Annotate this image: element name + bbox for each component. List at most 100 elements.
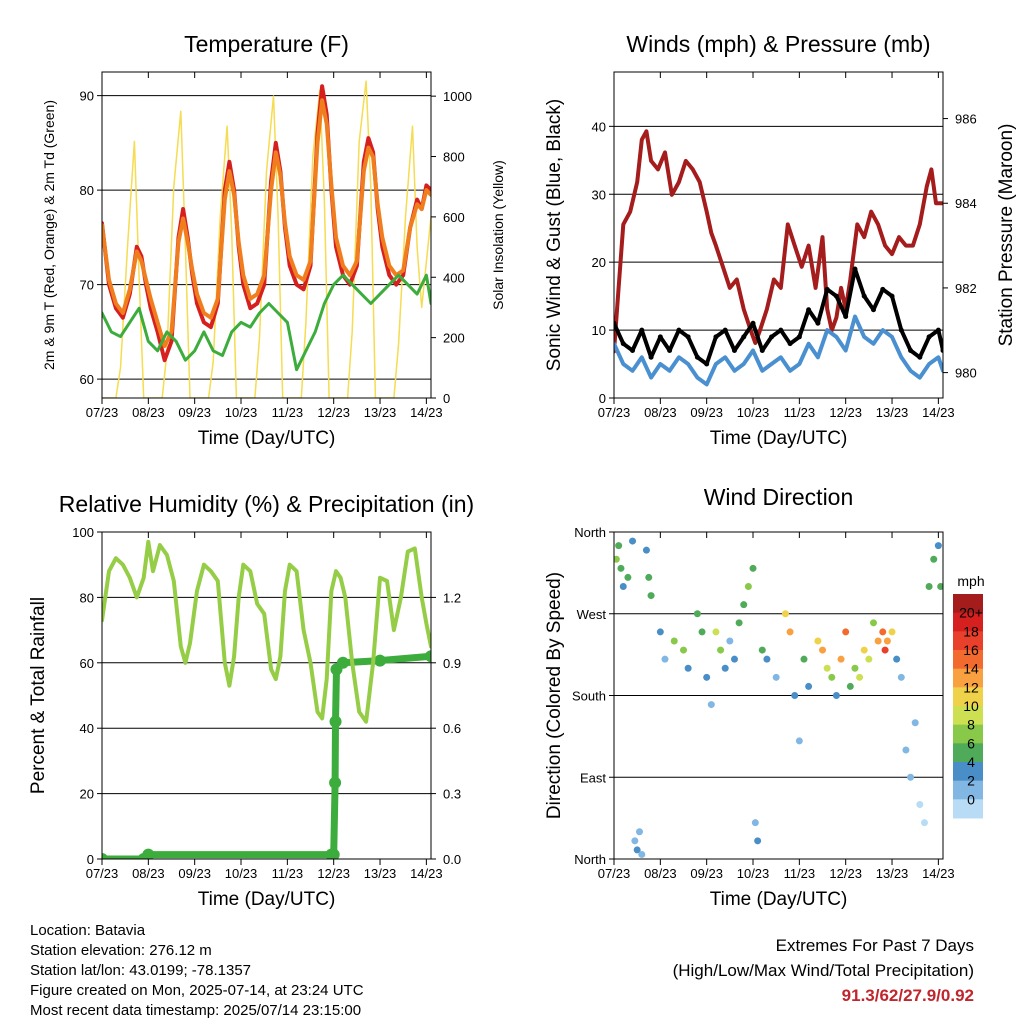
colorbar-label-8: 4 <box>967 754 975 770</box>
y-tick-label-1-0: 0 <box>599 391 606 406</box>
x-tick-label-2-2: 09/23 <box>178 866 211 881</box>
x-tick-label-3-6: 13/23 <box>876 866 909 881</box>
x-tick-label-0-7: 14/23 <box>410 405 443 420</box>
direction-point-7 <box>633 846 641 854</box>
series-point-total-rainfall <box>327 848 340 859</box>
series-point-gust <box>713 334 719 340</box>
direction-point-59 <box>888 628 896 636</box>
direction-point-57 <box>881 646 889 654</box>
y-axis-title-1: Sonic Wind & Gust (Blue, Black) <box>544 99 565 371</box>
colorbar-label-9: 2 <box>967 773 975 789</box>
x-tick-label-2-0: 07/23 <box>86 866 119 881</box>
x-tick-label-1-6: 13/23 <box>876 405 909 420</box>
x-tick-label-0-6: 13/23 <box>364 405 397 420</box>
y2-axis-title-0: Solar Insolation (Yellow) <box>490 160 506 310</box>
direction-point-23 <box>717 646 725 654</box>
direction-point-60 <box>893 655 901 663</box>
direction-point-62 <box>902 746 910 754</box>
series-point-gust <box>880 286 886 292</box>
x-tick-label-3-4: 11/23 <box>784 866 816 881</box>
direction-point-34 <box>763 655 771 663</box>
y-tick-label-3-0: North <box>574 852 606 867</box>
y2-tick-label-2-0: 0.0 <box>443 852 461 867</box>
series-point-gust <box>704 361 710 367</box>
x-tick-label-0-2: 09/23 <box>178 405 211 420</box>
direction-point-65 <box>916 801 924 808</box>
direction-point-14 <box>661 655 669 663</box>
colorbar-swatch-11 <box>953 799 983 819</box>
y2-tick-label-1-2: 984 <box>955 196 977 211</box>
series-point-gust <box>935 327 941 333</box>
direction-point-2 <box>617 564 625 572</box>
direction-point-35 <box>772 673 780 681</box>
series-point-gust <box>940 347 943 353</box>
y2-tick-label-0-0: 0 <box>443 391 450 406</box>
series-point-gust <box>870 307 876 313</box>
series-point-gust <box>778 327 784 333</box>
plot-area-1 <box>614 129 943 387</box>
direction-point-28 <box>740 601 748 609</box>
series-point-gust <box>648 354 654 360</box>
direction-point-27 <box>735 619 743 627</box>
direction-point-22 <box>712 628 720 636</box>
x-axis-title-0: Time (Day/UTC) <box>198 428 336 449</box>
direction-point-50 <box>851 664 859 672</box>
x-tick-label-2-7: 14/23 <box>410 866 443 881</box>
series-point-total-rainfall <box>142 848 155 859</box>
colorbar-label-0: 20+ <box>959 605 983 621</box>
y-tick-label-0-0: 60 <box>80 372 94 387</box>
created-text: Figure created on Mon, 2025-07-14, at 23… <box>30 982 364 999</box>
series-point-gust <box>806 307 812 313</box>
y-tick-label-2-4: 80 <box>80 590 94 605</box>
y-tick-label-2-2: 40 <box>80 721 94 736</box>
series-line-2m-td <box>102 273 431 372</box>
y-tick-label-3-2: South <box>572 689 606 704</box>
series-point-total-rainfall <box>425 650 431 663</box>
series-point-total-rainfall <box>336 656 349 669</box>
series-line-solar-insolation <box>102 80 431 398</box>
colorbar-swatch-8 <box>953 743 983 763</box>
direction-point-9 <box>638 850 646 858</box>
plot-frame-3 <box>613 531 944 860</box>
series-point-gust <box>657 334 663 340</box>
plot-area-2 <box>102 539 431 859</box>
direction-point-29 <box>744 583 752 590</box>
direction-point-47 <box>837 655 845 663</box>
y-tick-label-1-2: 20 <box>592 255 606 270</box>
x-tick-label-3-0: 07/23 <box>598 866 631 881</box>
y2-tick-label-2-1: 0.3 <box>443 787 461 802</box>
direction-point-24 <box>721 664 729 672</box>
series-point-gust <box>843 314 849 319</box>
x-axis-title-3: Time (Day/UTC) <box>710 889 848 910</box>
series-point-gust <box>796 334 802 340</box>
direction-point-46 <box>832 692 840 699</box>
series-point-gust <box>787 341 793 347</box>
extremes-values: 91.3/62/27.9/0.92 <box>841 986 974 1005</box>
direction-point-18 <box>693 610 701 618</box>
colorbar-swatch-7 <box>953 724 983 744</box>
direction-point-54 <box>869 619 877 627</box>
direction-point-64 <box>911 719 919 727</box>
x-tick-label-0-0: 07/23 <box>86 405 119 420</box>
y2-tick-label-0-2: 400 <box>443 270 465 285</box>
y-tick-label-2-0: 0 <box>87 852 94 867</box>
y-tick-label-1-3: 30 <box>592 187 606 202</box>
series-point-gust <box>667 347 673 353</box>
direction-point-69 <box>934 542 942 550</box>
colorbar-label-4: 12 <box>963 679 979 695</box>
direction-point-33 <box>758 646 766 654</box>
series-point-gust <box>741 334 747 340</box>
direction-point-21 <box>707 701 715 709</box>
chart-title-3: Wind Direction <box>704 484 854 510</box>
direction-point-61 <box>897 673 905 681</box>
x-tick-label-0-1: 08/23 <box>132 405 165 420</box>
x-tick-label-2-5: 12/23 <box>317 866 350 881</box>
direction-point-40 <box>800 655 808 663</box>
colorbar-label-3: 14 <box>963 661 979 677</box>
location-text: Location: Batavia <box>30 922 146 939</box>
direction-point-30 <box>749 564 757 572</box>
series-point-gust <box>824 286 830 292</box>
colorbar-swatch-9 <box>953 762 983 782</box>
y-axis-title-3: Direction (Colored By Speed) <box>544 572 565 819</box>
